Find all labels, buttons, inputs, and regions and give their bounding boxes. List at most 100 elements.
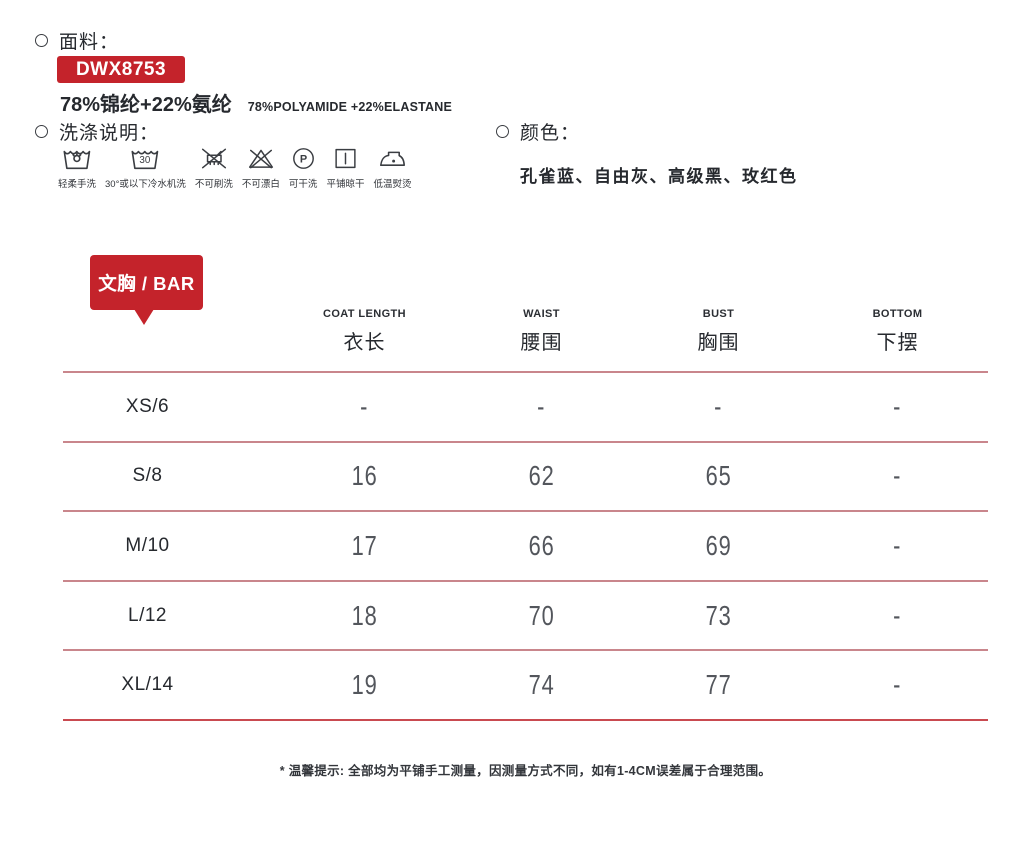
value-text: 69 — [705, 529, 732, 561]
value-cell: 73 — [630, 600, 807, 632]
wash-item-flat-dry: 平铺晾干 — [326, 145, 364, 190]
wash-item-label: 不可漂白 — [241, 179, 280, 190]
value-text: 65 — [705, 460, 732, 492]
value-cell: 77 — [630, 669, 807, 701]
wash-item-no-scrub: 不可刷洗 — [195, 145, 233, 190]
category-tag-label: 文胸 / BAR — [98, 272, 195, 294]
value-text: 18 — [351, 599, 378, 631]
value-text: - — [537, 390, 546, 422]
header-cn: 腰围 — [520, 332, 563, 354]
value-cell: 69 — [630, 530, 807, 562]
washing-heading: 洗涤说明： — [35, 118, 159, 145]
machine-wash-30-icon: 30 — [131, 150, 159, 170]
wash-30-text: 30 — [140, 155, 151, 166]
header-en: BUST — [702, 308, 735, 320]
value-cell: - — [453, 391, 630, 423]
value-text: - — [714, 390, 723, 422]
table-row: S/8 16 62 65 - — [63, 443, 988, 513]
circle-bullet-icon — [35, 125, 48, 138]
value-cell: - — [807, 600, 988, 632]
header-bust: BUST 胸围 — [630, 298, 807, 371]
no-scrub-icon — [201, 148, 226, 169]
value-cell: 74 — [453, 669, 630, 701]
color-values: 孔雀蓝、自由灰、高级黑、玫红色 — [520, 167, 798, 186]
composition-en: 78%POLYAMIDE +22%ELASTANE — [247, 100, 453, 114]
value-text: 77 — [705, 669, 732, 701]
value-text: - — [360, 390, 369, 422]
category-tag: 文胸 / BAR — [90, 255, 203, 325]
value-text: - — [893, 669, 902, 701]
no-bleach-icon — [248, 149, 273, 169]
size-label: XS/6 — [125, 395, 170, 417]
value-text: 62 — [528, 460, 555, 492]
dry-clean-icon: P — [292, 148, 314, 169]
header-spacer — [63, 298, 276, 371]
value-text: 19 — [351, 669, 378, 701]
table-row: XS/6 - - - - — [63, 373, 988, 443]
value-cell: 18 — [276, 600, 453, 632]
table-header-row: COAT LENGTH 衣长 WAIST 腰围 BUST 胸围 BOTTOM 下… — [63, 298, 988, 373]
value-text: 16 — [351, 460, 378, 492]
header-en: BOTTOM — [872, 308, 923, 320]
header-cn: 衣长 — [343, 332, 386, 354]
value-text: 74 — [528, 669, 555, 701]
header-cn: 下摆 — [876, 332, 919, 354]
wash-item-label: 可干洗 — [288, 179, 318, 190]
value-text: 66 — [528, 529, 555, 561]
value-cell: - — [807, 530, 988, 562]
header-en: WAIST — [523, 308, 560, 320]
color-heading-label: 颜色： — [520, 123, 581, 144]
tag-pointer — [134, 309, 154, 325]
header-coat-length: COAT LENGTH 衣长 — [276, 298, 453, 371]
dry-clean-p-text: P — [300, 153, 307, 165]
header-waist: WAIST 腰围 — [453, 298, 630, 371]
wash-item-label: 不可刷洗 — [194, 179, 233, 190]
value-text: - — [893, 529, 902, 561]
value-cell: - — [807, 391, 988, 423]
value-cell: 62 — [453, 460, 630, 492]
value-cell: - — [807, 460, 988, 492]
value-cell: 66 — [453, 530, 630, 562]
value-cell: 17 — [276, 530, 453, 562]
low-iron-icon — [379, 151, 405, 166]
header-en: COAT LENGTH — [322, 308, 407, 320]
value-cell: 16 — [276, 460, 453, 492]
size-label: XL/14 — [121, 674, 174, 696]
value-cell: - — [630, 391, 807, 423]
fabric-code-badge: DWX8753 — [57, 56, 185, 83]
value-text: 17 — [351, 529, 378, 561]
value-text: - — [893, 390, 902, 422]
wash-item-hand-wash: 轻柔手洗 — [58, 145, 96, 190]
value-text: - — [893, 599, 902, 631]
fabric-composition: 78%锦纶+22%氨纶 78%POLYAMIDE +22%ELASTANE — [60, 88, 452, 117]
size-label: S/8 — [132, 465, 163, 487]
value-cell: 65 — [630, 460, 807, 492]
wash-item-low-iron: 低温熨烫 — [373, 145, 411, 190]
wash-item-label: 平铺晾干 — [326, 179, 365, 190]
table-row: L/12 18 70 73 - — [63, 582, 988, 652]
wash-item-label: 轻柔手洗 — [58, 179, 97, 190]
fabric-heading-label: 面料： — [59, 32, 120, 53]
value-text: - — [893, 460, 902, 492]
value-text: 73 — [705, 599, 732, 631]
circle-bullet-icon — [35, 34, 48, 47]
flat-dry-icon — [335, 148, 356, 169]
value-cell: 70 — [453, 600, 630, 632]
table-row: M/10 17 66 69 - — [63, 512, 988, 582]
hand-wash-icon — [63, 150, 91, 170]
size-table: COAT LENGTH 衣长 WAIST 腰围 BUST 胸围 BOTTOM 下… — [63, 298, 988, 721]
table-row: XL/14 19 74 77 - — [63, 651, 988, 721]
header-bottom: BOTTOM 下摆 — [807, 298, 988, 371]
value-cell: 19 — [276, 669, 453, 701]
wash-item-label: 30°或以下冷水机洗 — [105, 179, 186, 190]
size-label: M/10 — [125, 534, 170, 556]
value-cell: - — [276, 391, 453, 423]
size-label: L/12 — [128, 604, 167, 626]
composition-cn: 78%锦纶+22%氨纶 — [60, 94, 232, 116]
wash-item-dry-clean: P 可干洗 — [288, 145, 318, 190]
wash-item-machine-wash-30: 30 30°或以下冷水机洗 — [105, 145, 186, 190]
fabric-heading: 面料： — [35, 27, 119, 54]
circle-bullet-icon — [496, 125, 509, 138]
wash-item-no-bleach: 不可漂白 — [242, 145, 280, 190]
value-text: 70 — [528, 599, 555, 631]
